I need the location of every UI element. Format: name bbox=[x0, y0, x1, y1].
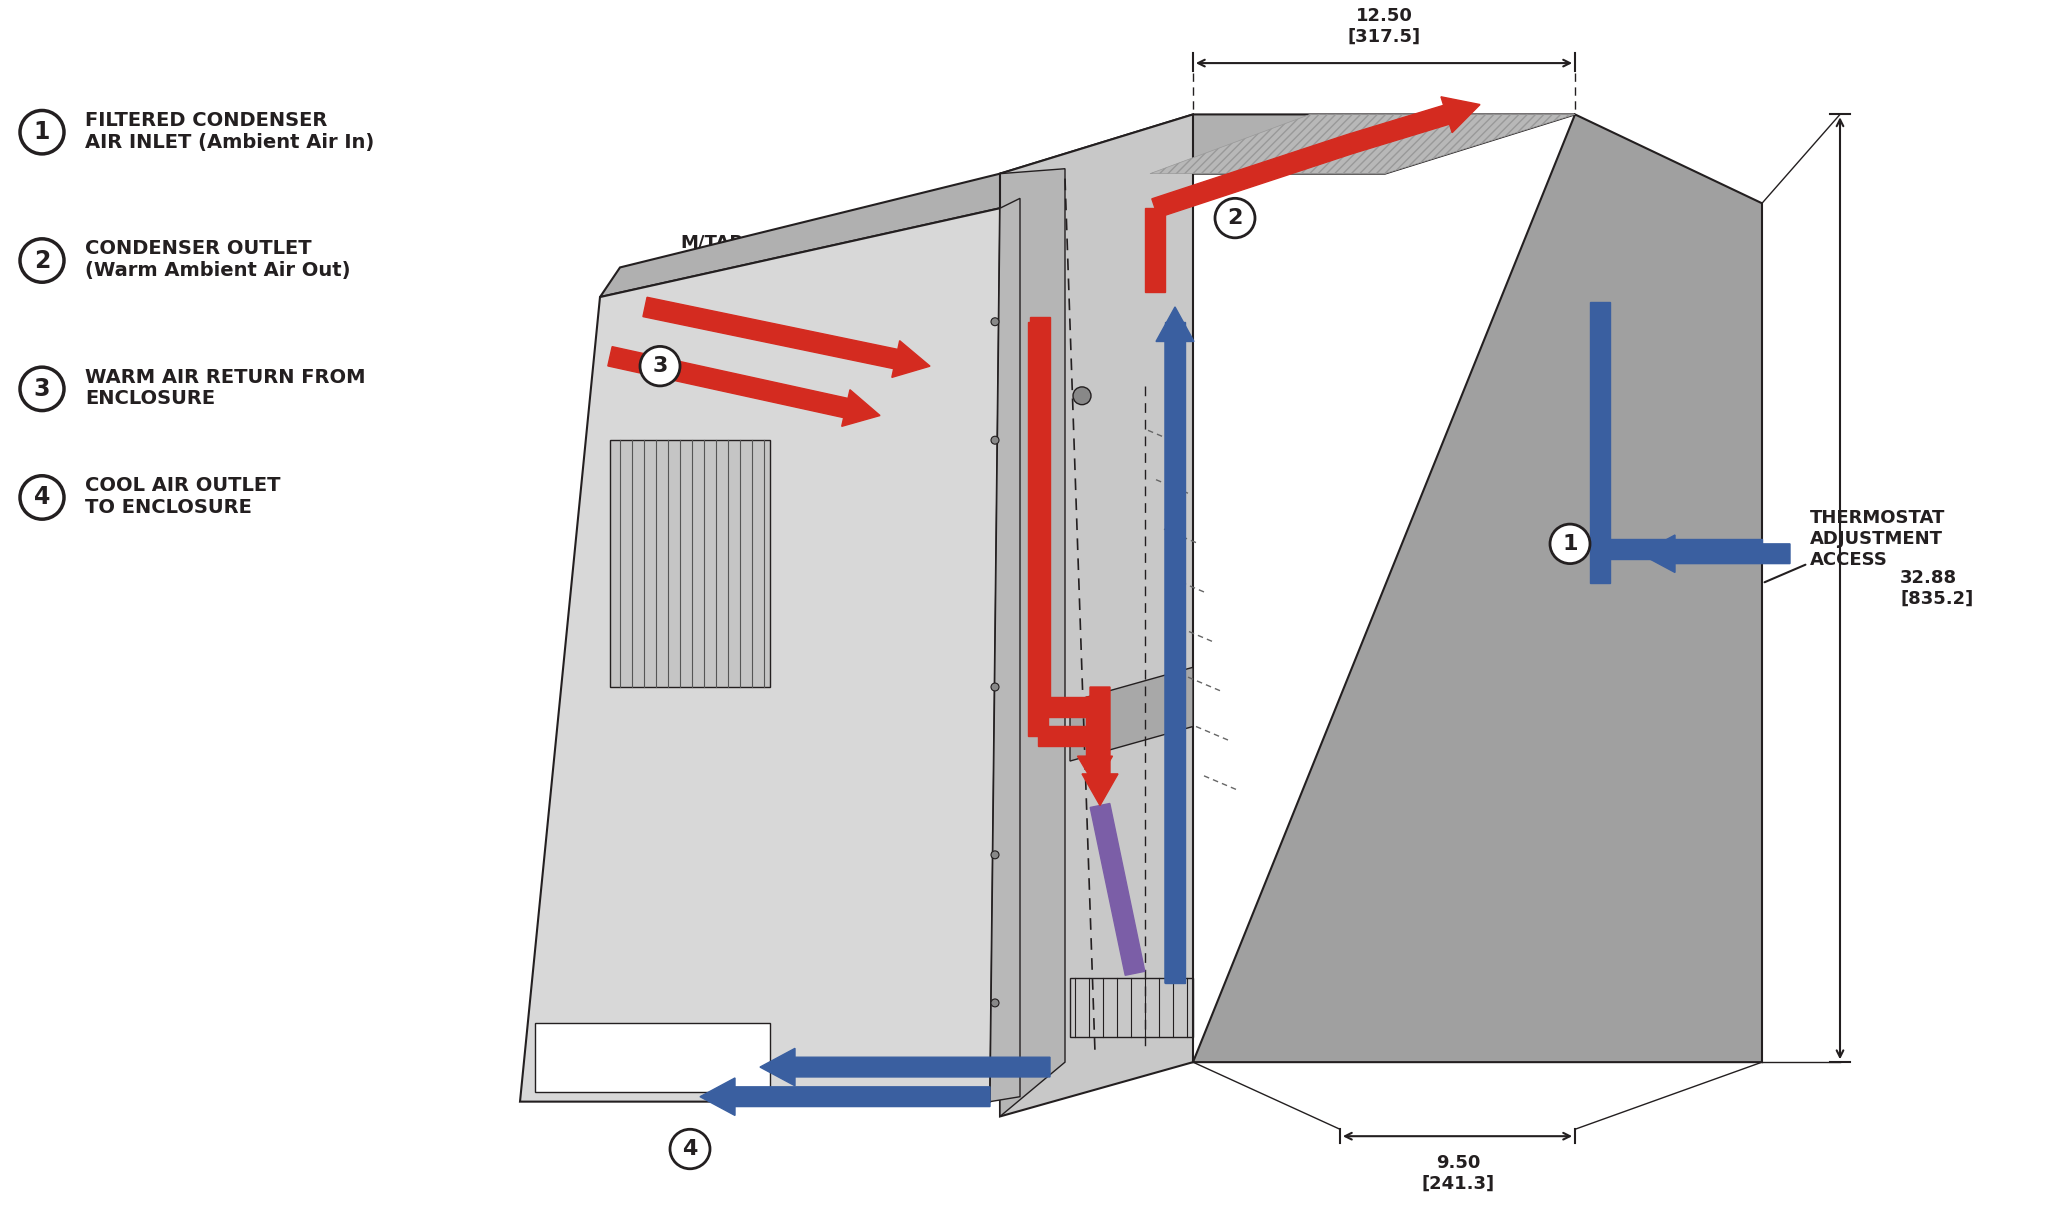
Text: FILTERED CONDENSER: FILTERED CONDENSER bbox=[86, 111, 328, 130]
Text: 3: 3 bbox=[33, 377, 51, 400]
Text: AIR INLET (Ambient Air In): AIR INLET (Ambient Air In) bbox=[86, 133, 375, 151]
Text: (Warm Ambient Air Out): (Warm Ambient Air Out) bbox=[86, 260, 350, 280]
Polygon shape bbox=[1069, 667, 1194, 761]
Text: TO ENCLOSURE: TO ENCLOSURE bbox=[86, 497, 252, 517]
Text: 1: 1 bbox=[35, 120, 51, 144]
FancyArrow shape bbox=[760, 1049, 1051, 1086]
Text: 3: 3 bbox=[653, 356, 668, 376]
Text: 9.50
[241.3]: 9.50 [241.3] bbox=[1421, 1154, 1495, 1192]
FancyArrow shape bbox=[1028, 322, 1049, 737]
FancyArrow shape bbox=[1151, 135, 1354, 217]
Text: 4: 4 bbox=[682, 1140, 698, 1159]
Text: THERMOSTAT
ADJUSTMENT
ACCESS: THERMOSTAT ADJUSTMENT ACCESS bbox=[1810, 510, 1946, 569]
Polygon shape bbox=[1151, 114, 1575, 173]
Polygon shape bbox=[1194, 114, 1761, 1062]
FancyArrow shape bbox=[1077, 696, 1112, 786]
Polygon shape bbox=[520, 209, 999, 1102]
Text: 4: 4 bbox=[35, 485, 51, 510]
Text: 2: 2 bbox=[1227, 208, 1243, 228]
FancyArrow shape bbox=[608, 346, 881, 426]
Text: 2: 2 bbox=[35, 248, 51, 273]
Circle shape bbox=[639, 346, 680, 386]
Polygon shape bbox=[999, 168, 1065, 1116]
Circle shape bbox=[991, 683, 999, 691]
Polygon shape bbox=[999, 114, 1194, 1116]
FancyArrow shape bbox=[1155, 307, 1194, 984]
FancyArrow shape bbox=[1090, 803, 1145, 975]
Polygon shape bbox=[989, 199, 1020, 1102]
Text: M/TAB: M/TAB bbox=[680, 233, 743, 252]
Polygon shape bbox=[535, 1023, 770, 1092]
FancyArrow shape bbox=[1589, 302, 1610, 583]
Circle shape bbox=[1073, 387, 1092, 405]
Circle shape bbox=[991, 851, 999, 858]
FancyArrow shape bbox=[1165, 322, 1186, 984]
FancyArrow shape bbox=[1348, 97, 1481, 154]
FancyArrow shape bbox=[1040, 696, 1100, 717]
Circle shape bbox=[1214, 199, 1255, 238]
Polygon shape bbox=[600, 173, 999, 297]
Text: 32.88
[835.2]: 32.88 [835.2] bbox=[1901, 569, 1974, 608]
FancyArrow shape bbox=[700, 1078, 989, 1115]
Text: 12.50
[317.5]: 12.50 [317.5] bbox=[1348, 6, 1421, 45]
Circle shape bbox=[991, 998, 999, 1007]
Circle shape bbox=[991, 436, 999, 445]
Circle shape bbox=[1550, 524, 1589, 564]
Polygon shape bbox=[999, 114, 1575, 173]
Polygon shape bbox=[610, 440, 770, 686]
FancyArrow shape bbox=[1145, 209, 1165, 292]
Text: COOL AIR OUTLET: COOL AIR OUTLET bbox=[86, 476, 281, 495]
FancyArrow shape bbox=[643, 297, 930, 377]
FancyArrow shape bbox=[1081, 686, 1118, 806]
Circle shape bbox=[991, 318, 999, 325]
Text: 1: 1 bbox=[1563, 534, 1577, 554]
FancyArrow shape bbox=[1038, 727, 1096, 747]
FancyArrow shape bbox=[1030, 317, 1051, 707]
Text: ENCLOSURE: ENCLOSURE bbox=[86, 389, 215, 408]
Circle shape bbox=[670, 1130, 711, 1169]
FancyArrow shape bbox=[1640, 535, 1790, 572]
Text: WARM AIR RETURN FROM: WARM AIR RETURN FROM bbox=[86, 367, 365, 387]
Text: CONDENSER OUTLET: CONDENSER OUTLET bbox=[86, 239, 311, 258]
FancyArrow shape bbox=[1599, 539, 1761, 559]
